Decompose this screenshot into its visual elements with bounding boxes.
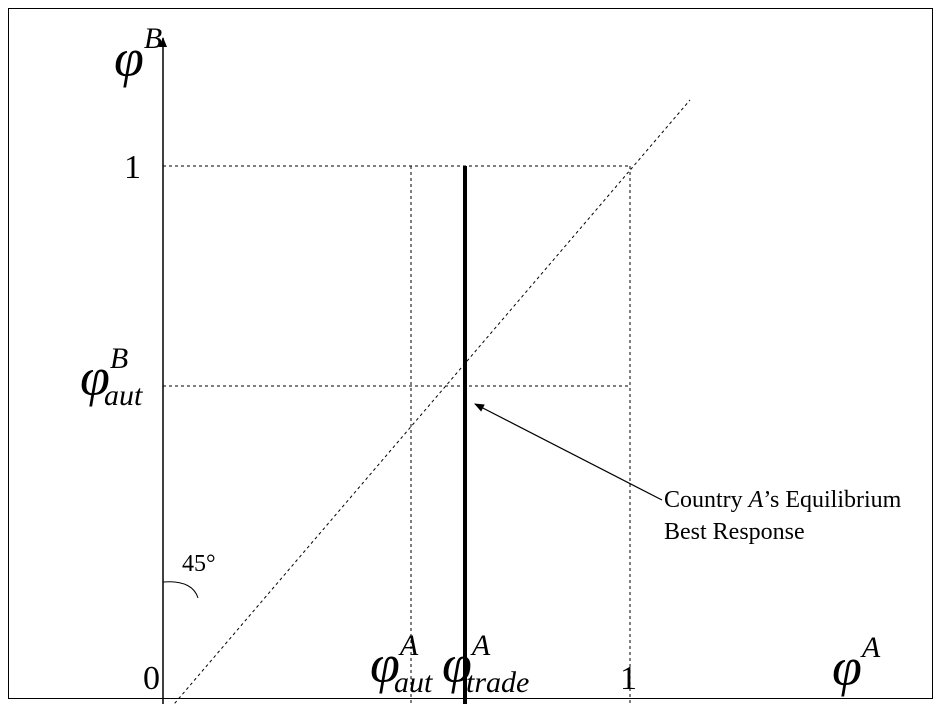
annotation-arrow (474, 403, 663, 501)
annotation-text: Country A’s Equilibrium Best Response (664, 487, 907, 545)
angle-arc (162, 581, 199, 599)
forty-five-degree-line (173, 99, 691, 704)
y-axis-label: φB (114, 22, 162, 88)
x-tick-trade: φA trade (442, 629, 529, 699)
origin-label: 0 (143, 660, 160, 697)
figure-frame (8, 8, 933, 699)
x-tick-one: 1 (620, 660, 637, 697)
x-axis-label: φA (832, 631, 881, 697)
y-tick-one: 1 (124, 149, 141, 186)
angle-label: 45° (182, 551, 216, 577)
x-tick-aut: φA aut (370, 629, 433, 699)
y-tick-aut: φB aut (80, 342, 143, 412)
